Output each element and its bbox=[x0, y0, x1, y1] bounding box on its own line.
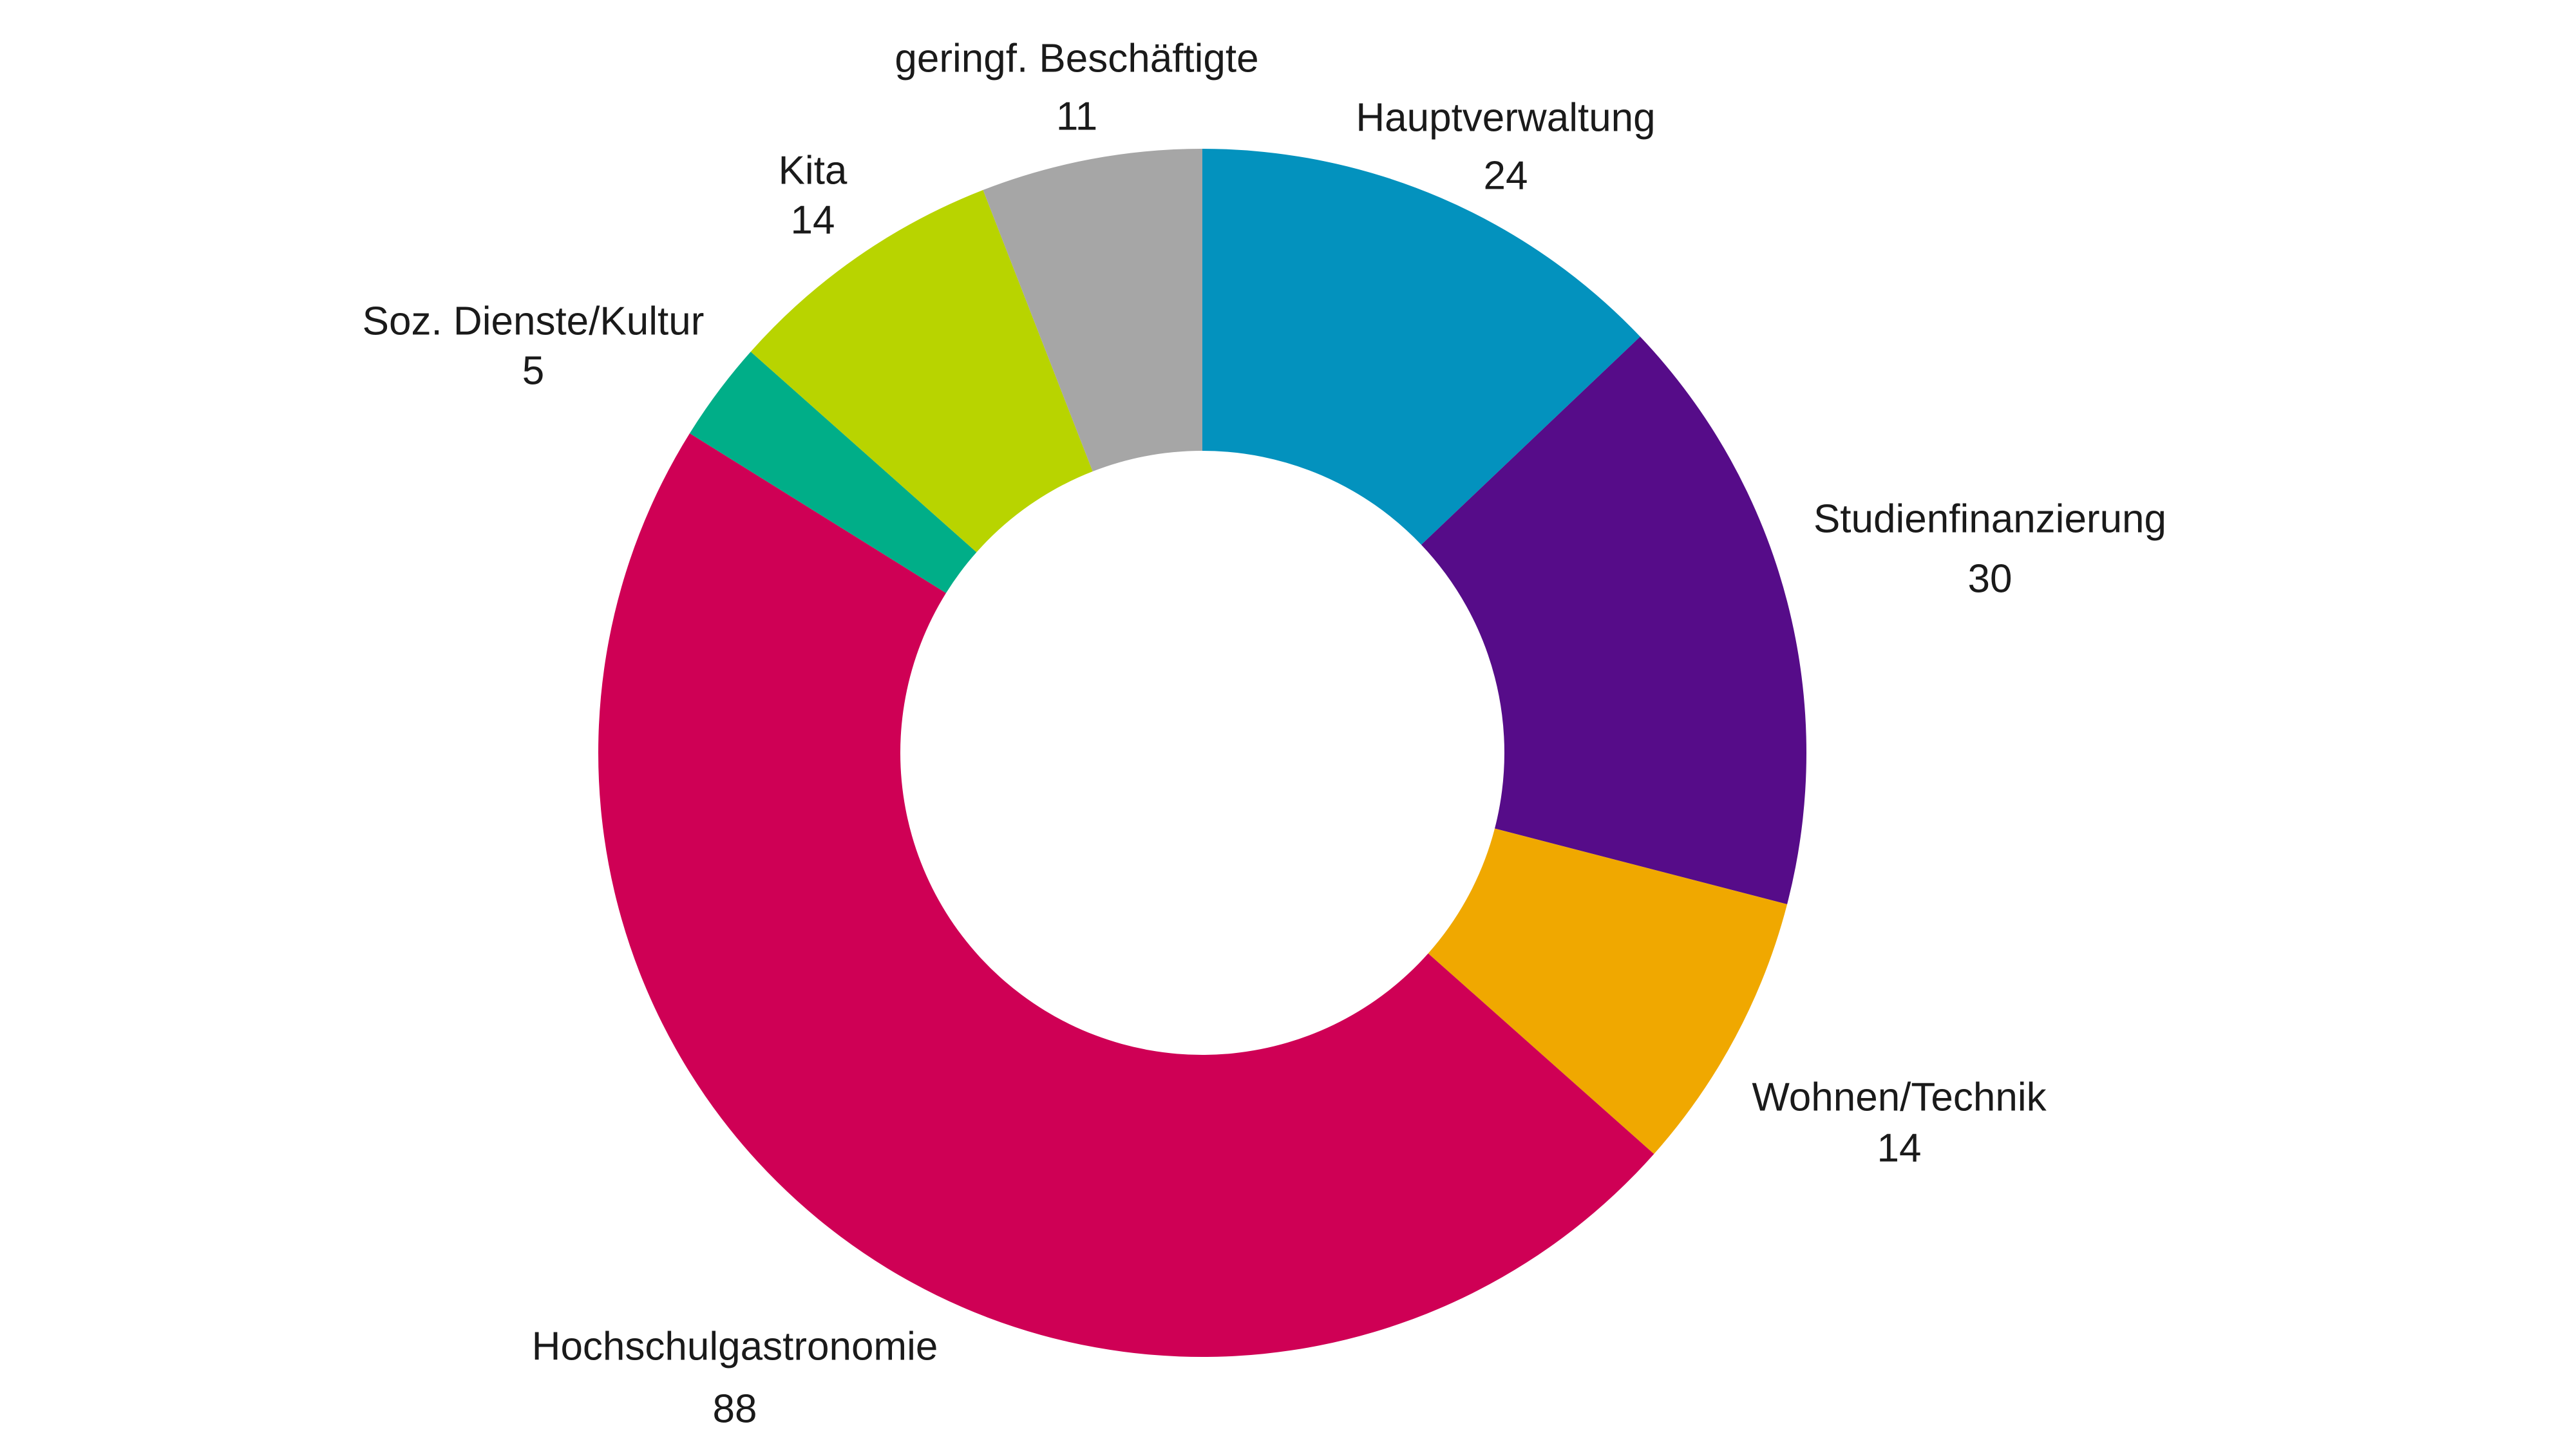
slice-value: 88 bbox=[713, 1387, 757, 1431]
slice-label: Hauptverwaltung bbox=[1356, 95, 1655, 140]
slice-value: 14 bbox=[1877, 1126, 1922, 1170]
slice-label: Soz. Dienste/Kultur bbox=[363, 299, 705, 343]
donut-slice bbox=[1421, 336, 1806, 905]
donut-slice bbox=[750, 190, 1093, 553]
slice-label: Kita bbox=[779, 148, 848, 193]
slice-value: 30 bbox=[1968, 556, 2012, 601]
slice-value: 14 bbox=[791, 198, 835, 242]
donut-slice bbox=[598, 433, 1654, 1358]
donut-slice bbox=[1202, 149, 1640, 545]
slice-label: Wohnen/Technik bbox=[1752, 1075, 2047, 1119]
donut-slice bbox=[1428, 828, 1788, 1154]
slice-label: geringf. Beschäftigte bbox=[895, 36, 1258, 80]
donut-slice bbox=[983, 149, 1202, 472]
slice-label: Studienfinanzierung bbox=[1814, 497, 2166, 541]
slice-value: 5 bbox=[522, 348, 544, 393]
slice-label: Hochschulgastronomie bbox=[532, 1324, 938, 1368]
donut-slice bbox=[689, 352, 977, 593]
slice-value: 11 bbox=[1056, 94, 1097, 138]
slice-value: 24 bbox=[1484, 153, 1528, 198]
